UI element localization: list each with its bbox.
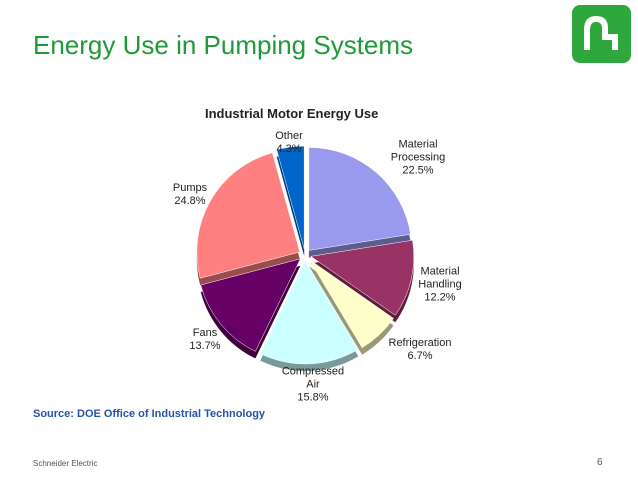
chart-title: Industrial Motor Energy Use xyxy=(205,106,379,121)
slice-label: Other 4.3% xyxy=(253,130,325,156)
value-label: 15.8% xyxy=(297,391,329,404)
slice-label: Compressed Air 15.8% xyxy=(277,366,349,405)
slice-label: Refrigeration 6.7% xyxy=(384,337,456,363)
slice xyxy=(308,147,411,251)
slice xyxy=(259,260,359,365)
value-label: 12.2% xyxy=(424,291,456,304)
slice xyxy=(276,145,305,250)
category-label: Pumps xyxy=(172,182,208,194)
category-label: Material Processing xyxy=(390,138,446,164)
slice xyxy=(200,258,301,352)
source-note: Source: DOE Office of Industrial Technol… xyxy=(33,408,266,420)
slice xyxy=(196,152,301,279)
slice-label: Material Handling 12.2% xyxy=(404,266,476,305)
value-label: 22.5% xyxy=(402,164,434,177)
slice-label: Material Processing 22.5% xyxy=(382,139,454,178)
value-label: 24.8% xyxy=(174,195,206,207)
slice xyxy=(310,239,415,316)
page-number: 6 xyxy=(597,457,603,468)
footer: Schneider Electric xyxy=(33,459,98,468)
category-label: Material Handling xyxy=(418,265,462,291)
logo-glyph xyxy=(584,16,618,50)
category-label: Other xyxy=(275,130,303,142)
category-label: Fans xyxy=(192,327,218,339)
pie xyxy=(196,145,415,371)
slide-title: Energy Use in Pumping Systems xyxy=(33,30,414,60)
value-label: 4.3% xyxy=(276,143,302,155)
slice-label: Fans 13.7% xyxy=(169,327,241,353)
value-label: 13.7% xyxy=(189,340,221,352)
value-label: 6.7% xyxy=(407,350,433,362)
logo xyxy=(572,5,631,63)
slice xyxy=(308,259,394,349)
category-label: Refrigeration xyxy=(388,337,452,349)
slice-label: Pumps 24.8% xyxy=(154,182,226,208)
category-label: Compressed Air xyxy=(281,365,345,391)
